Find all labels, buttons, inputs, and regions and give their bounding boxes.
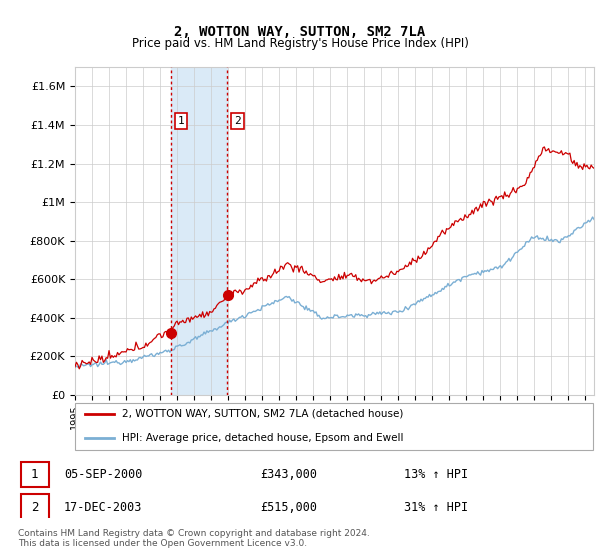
- FancyBboxPatch shape: [75, 403, 593, 450]
- Text: 1: 1: [178, 116, 185, 126]
- Text: 2, WOTTON WAY, SUTTON, SM2 7LA (detached house): 2, WOTTON WAY, SUTTON, SM2 7LA (detached…: [122, 409, 403, 419]
- Text: £515,000: £515,000: [260, 501, 317, 514]
- Text: 31% ↑ HPI: 31% ↑ HPI: [404, 501, 468, 514]
- FancyBboxPatch shape: [21, 462, 49, 487]
- FancyBboxPatch shape: [21, 494, 49, 520]
- Text: £343,000: £343,000: [260, 468, 317, 481]
- Text: 2, WOTTON WAY, SUTTON, SM2 7LA: 2, WOTTON WAY, SUTTON, SM2 7LA: [175, 26, 425, 39]
- Text: 17-DEC-2003: 17-DEC-2003: [64, 501, 142, 514]
- Text: 2: 2: [234, 116, 241, 126]
- Text: HPI: Average price, detached house, Epsom and Ewell: HPI: Average price, detached house, Epso…: [122, 433, 403, 444]
- Text: Contains HM Land Registry data © Crown copyright and database right 2024.
This d: Contains HM Land Registry data © Crown c…: [18, 529, 370, 548]
- Text: Price paid vs. HM Land Registry's House Price Index (HPI): Price paid vs. HM Land Registry's House …: [131, 37, 469, 50]
- Bar: [172, 67, 227, 395]
- Text: 13% ↑ HPI: 13% ↑ HPI: [404, 468, 468, 481]
- Text: 05-SEP-2000: 05-SEP-2000: [64, 468, 142, 481]
- Text: 2: 2: [31, 501, 38, 514]
- Text: 1: 1: [31, 468, 38, 481]
